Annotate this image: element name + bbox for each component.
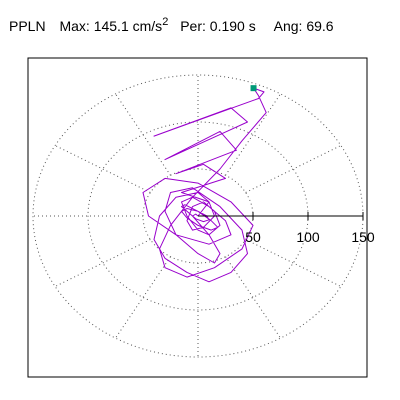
- max-value: 145.1 cm/s: [93, 18, 163, 34]
- station-code: PPLN: [9, 18, 46, 34]
- grid-spoke: [54, 239, 151, 287]
- angle-value: 69.6: [306, 18, 334, 34]
- max-unit-exponent: 2: [162, 16, 169, 28]
- grid-spoke: [245, 145, 342, 193]
- grid-spoke: [225, 256, 281, 339]
- x-tick-label: 100: [296, 229, 320, 245]
- grid-spoke: [115, 256, 171, 339]
- grid-spoke: [115, 93, 171, 176]
- peak-marker: [250, 85, 257, 92]
- motion-trace: [142, 87, 267, 283]
- x-tick-label: 50: [245, 229, 261, 245]
- grid-spoke: [54, 145, 151, 193]
- plot-frame: [27, 57, 368, 378]
- plot-header: PPLN Max: 145.1 cm/s2 Per: 0.190 s Ang: …: [9, 16, 334, 38]
- max-label: Max:: [59, 18, 90, 34]
- grid-spoke: [245, 239, 342, 287]
- x-tick-label: 150: [351, 229, 375, 245]
- x-axis: 50 100 150: [198, 212, 375, 245]
- angle-label: Ang:: [273, 18, 303, 34]
- period-value: 0.190 s: [209, 18, 256, 34]
- period-label: Per:: [180, 18, 206, 34]
- trace-layer: [142, 85, 267, 283]
- grid-spoke: [225, 93, 281, 176]
